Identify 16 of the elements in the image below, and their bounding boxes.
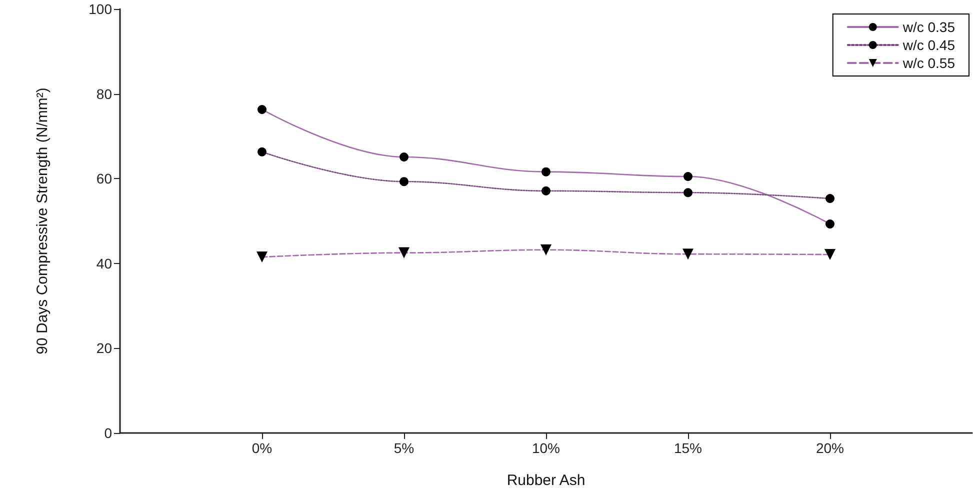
legend-label: w/c 0.55 bbox=[902, 55, 956, 71]
y-tick-label: 60 bbox=[96, 170, 112, 187]
y-tick-label: 80 bbox=[96, 86, 112, 102]
x-tick-label: 20% bbox=[816, 440, 844, 456]
x-tick-label: 10% bbox=[532, 440, 560, 456]
legend-label: w/c 0.45 bbox=[902, 37, 956, 53]
legend-label: w/c 0.35 bbox=[902, 19, 956, 35]
x-tick-label: 15% bbox=[674, 440, 702, 456]
y-tick-label: 0 bbox=[104, 425, 112, 441]
x-axis-title: Rubber Ash bbox=[506, 472, 586, 489]
y-tick-label: 20 bbox=[96, 340, 112, 356]
x-tick-label: 0% bbox=[252, 440, 272, 456]
y-tick-label: 100 bbox=[88, 1, 112, 17]
y-axis-title: 90 Days Compressive Strength (N/mm²) bbox=[34, 88, 51, 354]
x-tick-label: 5% bbox=[394, 440, 414, 456]
y-tick-label: 40 bbox=[96, 255, 112, 272]
